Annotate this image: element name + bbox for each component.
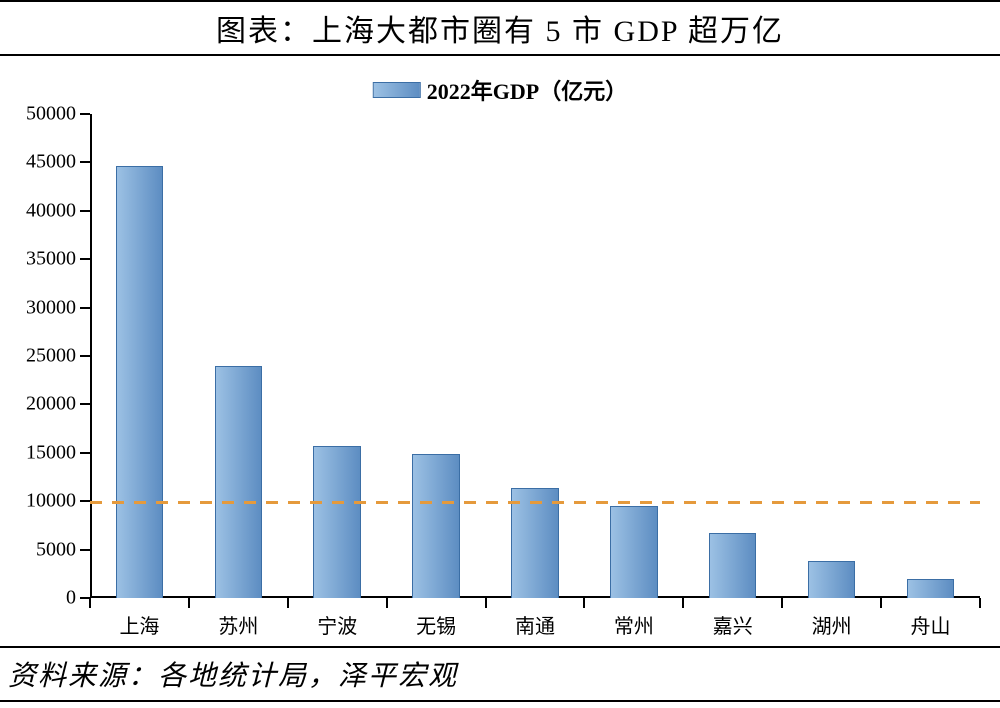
reference-line	[90, 501, 980, 504]
y-tick-label: 0	[66, 587, 76, 610]
y-tick	[80, 355, 90, 357]
bar	[313, 446, 360, 598]
y-tick	[80, 258, 90, 260]
x-tick	[781, 598, 783, 608]
bar	[610, 506, 657, 598]
y-tick-label: 20000	[26, 393, 76, 416]
x-tick-label: 常州	[614, 610, 654, 639]
x-tick-label: 宁波	[317, 610, 357, 639]
bar	[709, 533, 756, 598]
bar	[808, 561, 855, 598]
y-tick-label: 45000	[26, 151, 76, 174]
bar	[511, 488, 558, 598]
x-tick	[89, 598, 91, 608]
x-tick	[682, 598, 684, 608]
x-tick	[386, 598, 388, 608]
y-tick-label: 30000	[26, 296, 76, 319]
legend-swatch	[373, 82, 421, 98]
x-tick	[880, 598, 882, 608]
y-tick	[80, 403, 90, 405]
bar	[116, 166, 163, 598]
bar	[907, 579, 954, 598]
x-tick	[979, 598, 981, 608]
legend: 2022年GDP（亿元）	[373, 74, 627, 106]
y-tick	[80, 452, 90, 454]
y-tick-label: 35000	[26, 248, 76, 271]
y-tick	[80, 113, 90, 115]
x-tick	[287, 598, 289, 608]
y-tick	[80, 210, 90, 212]
plot-area: 0500010000150002000025000300003500040000…	[90, 114, 980, 598]
y-tick-label: 40000	[26, 199, 76, 222]
y-axis	[90, 114, 92, 598]
x-tick-label: 南通	[515, 610, 555, 639]
y-tick-label: 5000	[36, 538, 76, 561]
y-tick	[80, 500, 90, 502]
y-tick	[80, 161, 90, 163]
chart-title: 图表：上海大都市圈有 5 市 GDP 超万亿	[0, 0, 1000, 56]
source-line: 资料来源：各地统计局，泽平宏观	[0, 646, 1000, 702]
x-tick-label: 苏州	[218, 610, 258, 639]
chart-area: 2022年GDP（亿元） 050001000015000200002500030…	[0, 56, 1000, 646]
x-tick	[188, 598, 190, 608]
y-tick-label: 15000	[26, 441, 76, 464]
x-tick-label: 湖州	[812, 610, 852, 639]
y-tick-label: 50000	[26, 103, 76, 126]
chart-figure: 图表：上海大都市圈有 5 市 GDP 超万亿 2022年GDP（亿元） 0500…	[0, 0, 1000, 708]
x-tick	[485, 598, 487, 608]
y-tick-label: 25000	[26, 345, 76, 368]
x-tick-label: 上海	[119, 610, 159, 639]
legend-label: 2022年GDP（亿元）	[427, 74, 627, 106]
x-tick-label: 嘉兴	[713, 610, 753, 639]
x-tick-label: 无锡	[416, 610, 456, 639]
x-tick-label: 舟山	[911, 610, 951, 639]
y-tick-label: 10000	[26, 490, 76, 513]
y-tick	[80, 307, 90, 309]
bar	[412, 454, 459, 598]
x-tick	[583, 598, 585, 608]
y-tick	[80, 549, 90, 551]
bar	[215, 366, 262, 598]
